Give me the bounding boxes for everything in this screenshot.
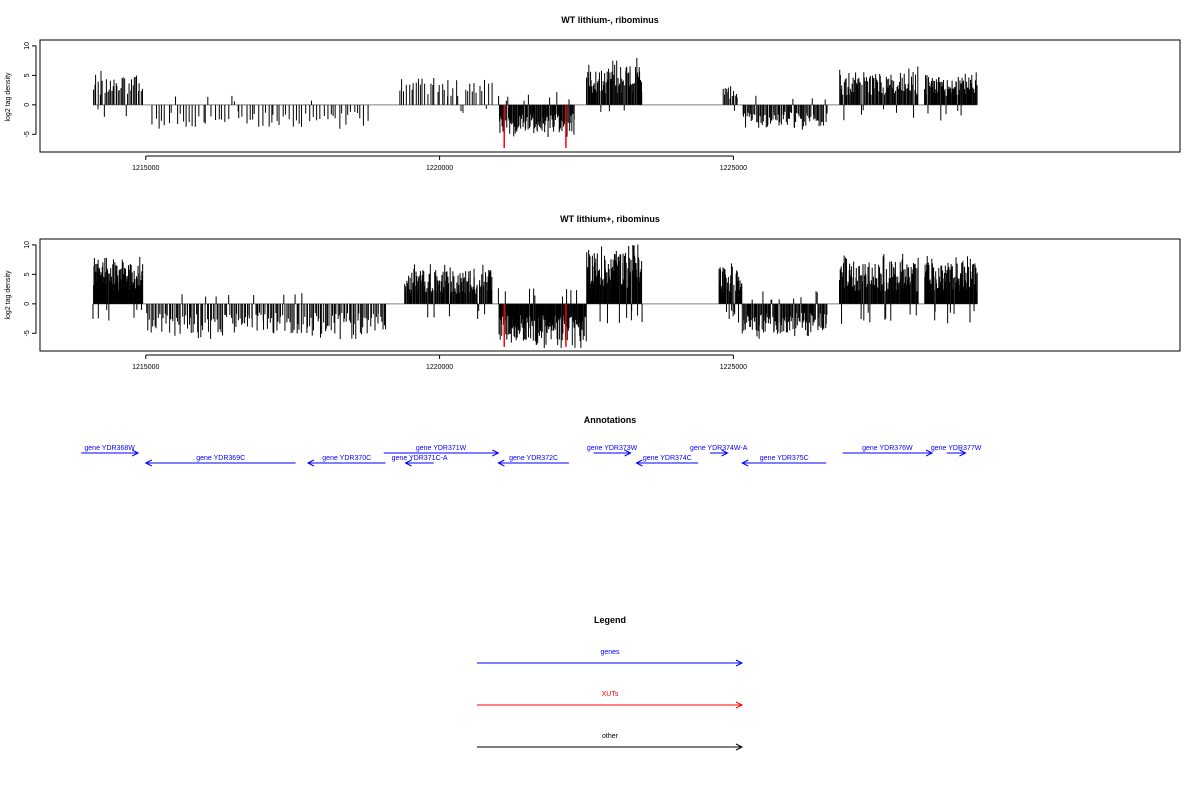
legend-arrow-head [735, 659, 744, 667]
legend-label: genes [600, 649, 620, 656]
gene-arrow-head [721, 449, 729, 457]
gene-label: gene YDR375C [760, 455, 809, 462]
gene-label: gene YDR369C [196, 455, 245, 462]
gene-arrow-head [131, 449, 140, 457]
gene-annotation: gene YDR370C [306, 455, 386, 467]
y-tick-label: 10 [24, 42, 31, 50]
y-tick-label: -5 [24, 131, 31, 137]
x-tick-label: 1220000 [426, 364, 453, 371]
y-tick-label: -5 [24, 330, 31, 336]
gene-annotation: gene YDR373W [587, 445, 638, 457]
x-tick-label: 1220000 [426, 165, 453, 172]
axes: -5 0 5 10 1215000 1220000 1225000 [24, 241, 747, 371]
legend-items: genes XUTs other [477, 649, 744, 751]
gene-arrow-head [925, 449, 934, 457]
gene-annotation: gene YDR374C [635, 455, 699, 467]
gene-arrow-head [624, 449, 632, 457]
gene-arrow-head [306, 459, 315, 467]
gene-annotation: gene YDR371C-A [392, 455, 448, 467]
gene-arrows: gene YDR368W gene YDR369C gene YDR370C gene… [81, 445, 982, 467]
x-tick-label: 1225000 [720, 364, 747, 371]
gene-arrow-head [492, 449, 500, 457]
gene-annotation: gene YDR371W [383, 445, 500, 457]
gene-label: gene YDR372C [509, 455, 558, 462]
y-axis-label: log2 tag density [5, 270, 12, 320]
track-panel-lithium-plus: WT lithium+, ribominus log2 tag density … [5, 214, 1181, 371]
gene-annotation: gene YDR369C [144, 455, 296, 467]
y-axis-label: log2 tag density [5, 72, 12, 122]
track-panel-lithium-minus: WT lithium-, ribominus log2 tag density … [5, 15, 1181, 172]
axes: -5 0 5 10 1215000 1220000 1225000 [24, 42, 747, 172]
plot-frame [39, 39, 1181, 153]
x-tick-label: 1215000 [132, 364, 159, 371]
x-tick-label: 1215000 [132, 165, 159, 172]
gene-annotation: gene YDR368W [81, 445, 140, 457]
gene-arrow-head [404, 459, 412, 467]
signal-bars [92, 244, 978, 349]
gene-label: gene YDR377W [931, 445, 982, 452]
legend-title: Legend [594, 615, 626, 625]
gene-label: gene YDR371C-A [392, 455, 448, 462]
annotations-title: Annotations [584, 415, 637, 425]
y-tick-label: 0 [24, 302, 31, 306]
y-tick-label: 10 [24, 241, 31, 249]
legend-item: genes [477, 649, 744, 667]
panel-title: WT lithium+, ribominus [560, 214, 660, 224]
gene-annotation: gene YDR377W [931, 445, 982, 457]
gene-label: gene YDR370C [322, 455, 371, 462]
gene-arrow-head [741, 459, 749, 467]
legend-arrow-head [735, 743, 744, 751]
gene-arrow-head [959, 449, 967, 457]
legend-label: other [602, 733, 619, 740]
panel-title: WT lithium-, ribominus [561, 15, 659, 25]
legend-item: XUTs [477, 691, 744, 709]
gene-label: gene YDR371W [416, 445, 467, 452]
x-tick-label: 1225000 [720, 165, 747, 172]
gene-annotation: gene YDR374W-A [690, 445, 748, 457]
legend-arrow-head [735, 701, 744, 709]
gene-label: gene YDR374W-A [690, 445, 748, 452]
legend-item: other [477, 733, 744, 751]
gene-label: gene YDR374C [643, 455, 692, 462]
gene-arrow-head [635, 459, 643, 467]
gene-annotation: gene YDR376W [842, 445, 934, 457]
gene-annotation: gene YDR375C [741, 455, 827, 467]
gene-arrow-head [497, 459, 505, 467]
gene-label: gene YDR368W [84, 445, 135, 452]
gene-label: gene YDR373W [587, 445, 638, 452]
gene-arrow-head [144, 459, 152, 467]
y-tick-label: 0 [24, 103, 31, 107]
plot-frame [39, 238, 1181, 352]
legend: Legend genes XUTs other [477, 615, 744, 751]
gene-label: gene YDR376W [862, 445, 913, 452]
gene-annotation: gene YDR372C [497, 455, 569, 467]
y-tick-label: 5 [24, 272, 31, 276]
legend-label: XUTs [602, 691, 619, 698]
signal-bars [92, 57, 978, 148]
y-tick-label: 5 [24, 73, 31, 77]
